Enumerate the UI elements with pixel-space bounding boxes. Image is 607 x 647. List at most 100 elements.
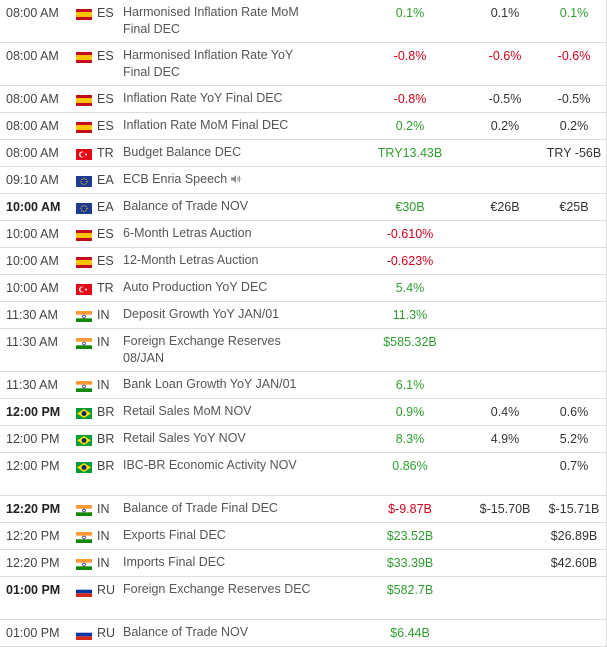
event-name[interactable]: Balance of Trade NOV (123, 198, 323, 215)
actual-value: -0.8% (393, 49, 427, 63)
event-name[interactable]: Deposit Growth YoY JAN/01 (123, 306, 323, 323)
event-link[interactable]: Budget Balance DEC (123, 145, 242, 159)
event-name[interactable]: Bank Loan Growth YoY JAN/01 (123, 376, 323, 393)
event-time: 12:00 PM (6, 405, 61, 419)
event-link[interactable]: Imports Final DEC (123, 555, 226, 569)
table-row: 12:00 PM BR IBC-BR Economic Activity NOV… (0, 453, 607, 496)
event-link[interactable]: Retail Sales YoY NOV (123, 431, 246, 445)
country-code: EA (97, 200, 114, 214)
previous-value: 0.6% (559, 405, 589, 419)
event-link[interactable]: Exports Final DEC (123, 528, 226, 542)
event-link[interactable]: Auto Production YoY DEC (123, 280, 268, 294)
event-time: 01:00 PM (6, 583, 61, 597)
event-link[interactable]: Harmonised Inflation Rate YoY Final DEC (123, 48, 294, 79)
event-name[interactable]: Foreign Exchange Reserves DEC (123, 581, 323, 598)
in-flag-icon (76, 505, 92, 516)
country-code: ES (97, 119, 114, 133)
table-row: 11:30 AM IN Deposit Growth YoY JAN/01 11… (0, 302, 607, 329)
previous-value: 0.1% (559, 6, 589, 20)
event-link[interactable]: Deposit Growth YoY JAN/01 (123, 307, 280, 321)
actual-value: 0.86% (392, 459, 428, 473)
table-row: 08:00 AM ES Harmonised Inflation Rate Yo… (0, 43, 607, 86)
actual-value: 8.3% (395, 432, 425, 446)
event-link[interactable]: Foreign Exchange Reserves 08/JAN (123, 334, 281, 365)
event-name[interactable]: Foreign Exchange Reserves 08/JAN (123, 333, 323, 367)
br-flag-icon (76, 435, 92, 446)
event-name[interactable]: Retail Sales YoY NOV (123, 430, 323, 447)
table-row: 10:00 AM ES 6-Month Letras Auction -0.61… (0, 221, 607, 248)
event-link[interactable]: 6-Month Letras Auction (123, 226, 252, 240)
event-time: 12:20 PM (6, 556, 60, 570)
event-time: 08:00 AM (6, 49, 59, 63)
event-link[interactable]: Balance of Trade NOV (123, 625, 249, 639)
event-link[interactable]: IBC-BR Economic Activity NOV (123, 458, 297, 472)
event-time: 08:00 AM (6, 146, 59, 160)
event-link[interactable]: Balance of Trade Final DEC (123, 501, 278, 515)
event-link[interactable]: Bank Loan Growth YoY JAN/01 (123, 377, 297, 391)
previous-value: €25B (559, 200, 589, 214)
consensus-value: -0.5% (488, 92, 522, 106)
event-link[interactable]: 12-Month Letras Auction (123, 253, 259, 267)
actual-value: 6.1% (395, 378, 425, 392)
actual-value: 0.1% (395, 6, 425, 20)
event-time: 09:10 AM (6, 173, 59, 187)
previous-value: -0.6% (557, 49, 591, 63)
table-row: 08:00 AM TR Budget Balance DEC TRY13.43B… (0, 140, 607, 167)
country-code: RU (97, 583, 116, 597)
consensus-value: $-15.70B (479, 502, 531, 516)
ru-flag-icon (76, 629, 92, 640)
event-name[interactable]: Budget Balance DEC (123, 144, 323, 161)
table-row: 08:00 AM ES Harmonised Inflation Rate Mo… (0, 0, 607, 43)
event-time: 12:00 PM (6, 459, 60, 473)
event-time: 12:00 PM (6, 432, 60, 446)
event-link[interactable]: Retail Sales MoM NOV (123, 404, 252, 418)
table-row: 11:30 AM IN Bank Loan Growth YoY JAN/01 … (0, 372, 607, 399)
consensus-value: -0.6% (488, 49, 522, 63)
event-time: 11:30 AM (6, 335, 58, 349)
event-link[interactable]: ECB Enria Speech (123, 172, 228, 186)
event-link[interactable]: Inflation Rate MoM Final DEC (123, 118, 289, 132)
event-link[interactable]: Balance of Trade NOV (123, 199, 249, 213)
event-name[interactable]: Harmonised Inflation Rate YoY Final DEC (123, 47, 323, 81)
country-code: IN (97, 308, 110, 322)
actual-value: TRY13.43B (377, 146, 443, 160)
event-link[interactable]: Harmonised Inflation Rate MoM Final DEC (123, 5, 299, 36)
eu-flag-icon (76, 176, 92, 187)
event-name[interactable]: Inflation Rate YoY Final DEC (123, 90, 323, 107)
event-name[interactable]: Auto Production YoY DEC (123, 279, 323, 296)
event-name[interactable]: Balance of Trade Final DEC (123, 500, 323, 517)
consensus-value: 4.9% (490, 432, 520, 446)
previous-value: 5.2% (559, 432, 589, 446)
event-time: 11:30 AM (6, 308, 58, 322)
event-name[interactable]: IBC-BR Economic Activity NOV (123, 457, 323, 474)
actual-value: $582.7B (386, 583, 434, 597)
country-code: BR (97, 432, 115, 446)
event-name[interactable]: ECB Enria Speech (123, 171, 323, 189)
actual-value: $585.32B (383, 335, 437, 349)
consensus-value: 0.1% (490, 6, 520, 20)
in-flag-icon (76, 381, 92, 392)
event-name[interactable]: Exports Final DEC (123, 527, 323, 544)
br-flag-icon (76, 462, 92, 473)
event-time: 10:00 AM (6, 200, 61, 214)
event-link[interactable]: Inflation Rate YoY Final DEC (123, 91, 283, 105)
table-row: 11:30 AM IN Foreign Exchange Reserves 08… (0, 329, 607, 372)
event-name[interactable]: 6-Month Letras Auction (123, 225, 323, 242)
event-name[interactable]: 12-Month Letras Auction (123, 252, 323, 269)
event-name[interactable]: Balance of Trade NOV (123, 624, 323, 641)
country-code: IN (97, 556, 110, 570)
event-name[interactable]: Inflation Rate MoM Final DEC (123, 117, 323, 134)
actual-value: $6.44B (390, 626, 430, 640)
previous-value: 0.7% (559, 459, 589, 473)
tr-flag-icon (76, 284, 92, 295)
eu-flag-icon (76, 203, 92, 214)
es-flag-icon (76, 95, 92, 106)
es-flag-icon (76, 9, 92, 20)
country-code: TR (97, 281, 114, 295)
previous-value: $42.60B (550, 556, 598, 570)
event-name[interactable]: Imports Final DEC (123, 554, 323, 571)
event-name[interactable]: Retail Sales MoM NOV (123, 403, 323, 420)
event-name[interactable]: Harmonised Inflation Rate MoM Final DEC (123, 4, 323, 38)
actual-value: 11.3% (392, 308, 428, 322)
event-link[interactable]: Foreign Exchange Reserves DEC (123, 582, 311, 596)
